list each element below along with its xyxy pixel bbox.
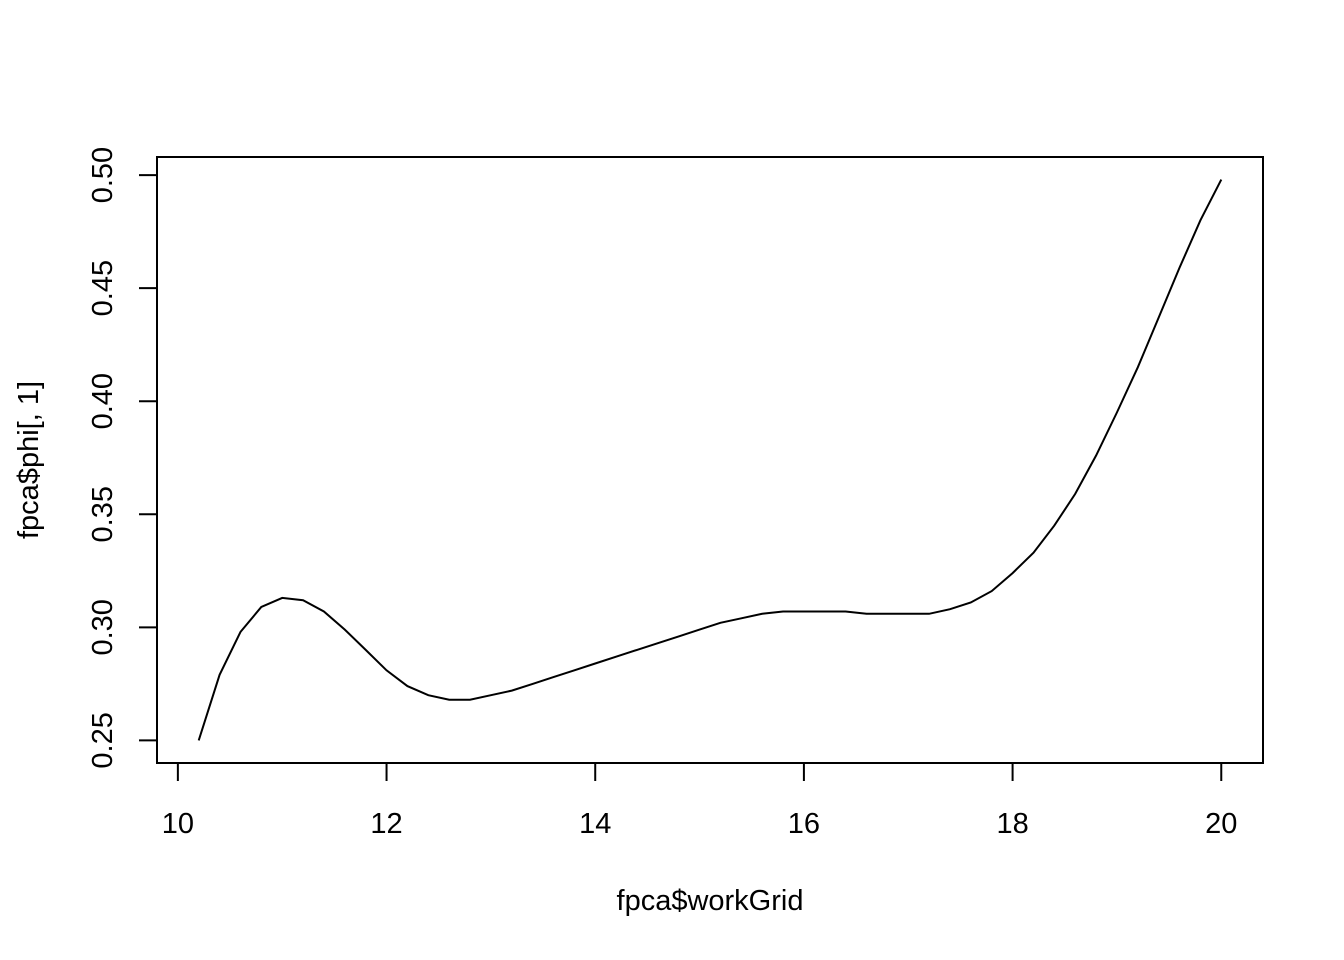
- x-axis: 10 12 14 16 18 20: [162, 762, 1237, 840]
- y-tick-label: 0.50: [87, 147, 119, 203]
- y-axis-title: fpca$phi[, 1]: [13, 381, 45, 539]
- plot-frame: [156, 156, 1264, 764]
- x-tick-label: 14: [579, 808, 611, 840]
- x-tick-label: 12: [370, 808, 402, 840]
- x-axis-title: fpca$workGrid: [617, 885, 804, 917]
- y-tick-label: 0.25: [87, 712, 119, 768]
- y-tick-label: 0.30: [87, 599, 119, 655]
- y-tick-label: 0.35: [87, 486, 119, 542]
- series-line: [197, 179, 1223, 741]
- x-tick-label: 20: [1205, 808, 1237, 840]
- y-tick-label: 0.45: [87, 260, 119, 316]
- x-tick-label: 10: [162, 808, 194, 840]
- y-axis: 0.25 0.30 0.35 0.40 0.45 0.50: [87, 147, 158, 769]
- y-tick-label: 0.40: [87, 373, 119, 429]
- x-tick-label: 16: [788, 808, 820, 840]
- x-tick-label: 18: [996, 808, 1028, 840]
